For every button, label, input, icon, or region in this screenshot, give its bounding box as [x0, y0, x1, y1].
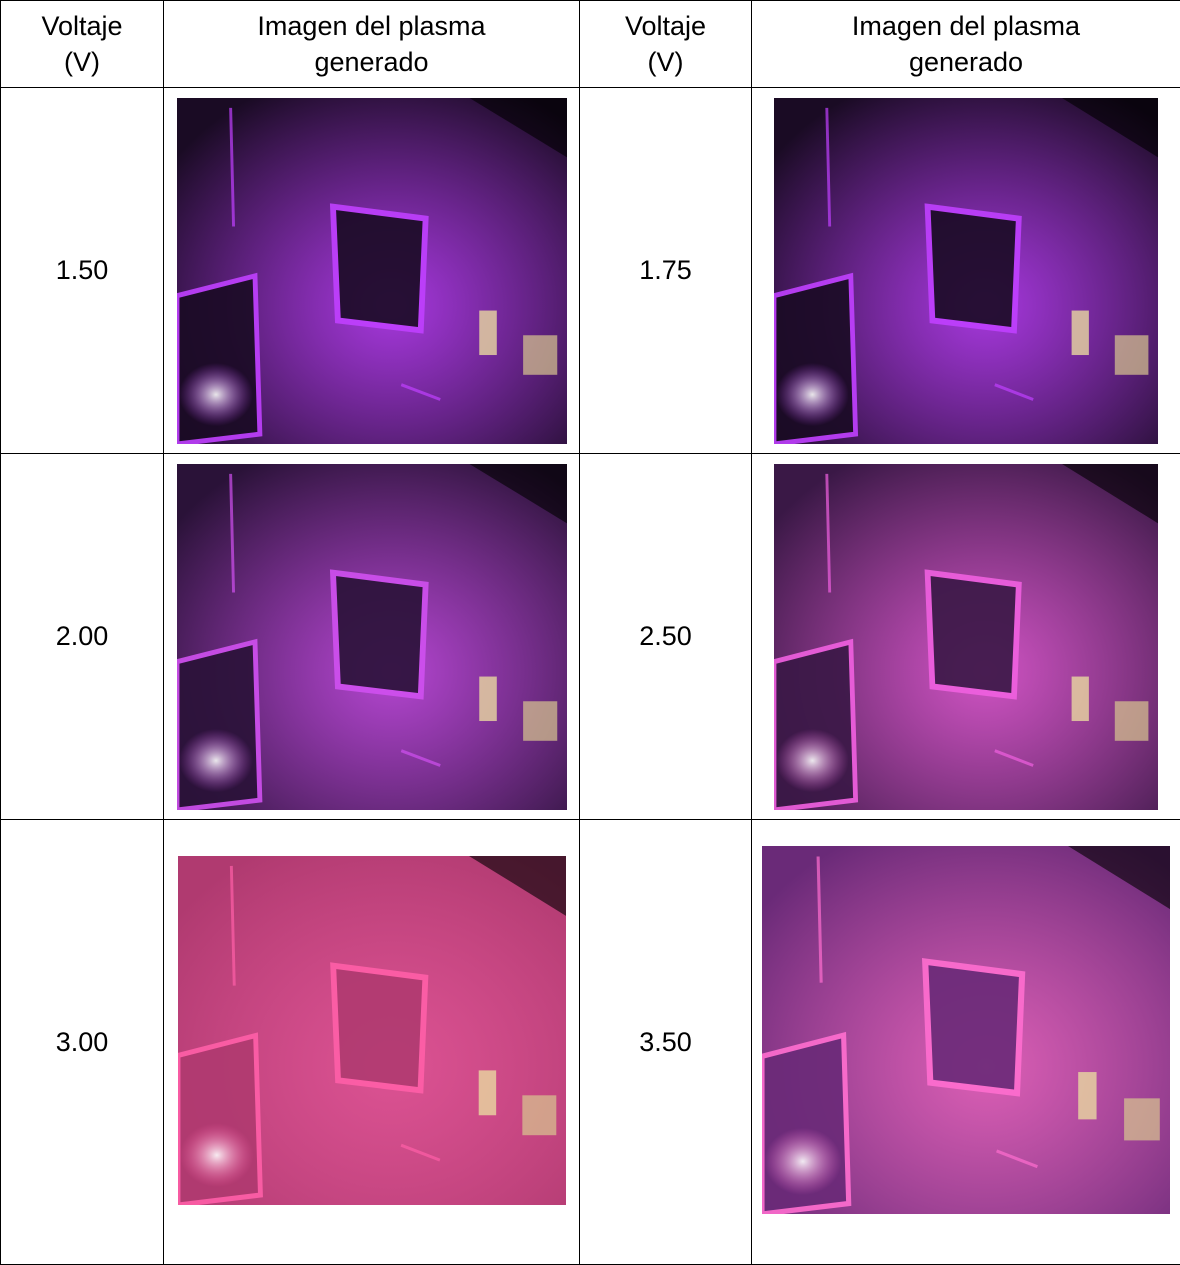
- voltage-header-line1: Voltaje: [1, 8, 163, 44]
- voltage-cell: 1.75: [580, 88, 752, 454]
- image-cell: [164, 820, 580, 1265]
- voltage-cell: 3.00: [1, 820, 164, 1265]
- voltage-cell: 2.50: [580, 454, 752, 820]
- image-header-line2: generado: [752, 44, 1180, 80]
- image-header-line1: Imagen del plasma: [164, 8, 579, 44]
- plasma-photo-1-75: [774, 98, 1158, 444]
- voltage-header-line2: (V): [580, 44, 751, 80]
- image-cell: [164, 454, 580, 820]
- table-row: 2.00 2.50: [1, 454, 1180, 820]
- voltage-header-line1: Voltaje: [580, 8, 751, 44]
- voltage-header-line2: (V): [1, 44, 163, 80]
- image-header-right: Imagen del plasma generado: [752, 1, 1180, 88]
- table-row: 3.00 3.50: [1, 820, 1180, 1265]
- image-header-line1: Imagen del plasma: [752, 8, 1180, 44]
- image-header-line2: generado: [164, 44, 579, 80]
- plasma-photo-2-00: [177, 464, 567, 810]
- voltage-cell: 3.50: [580, 820, 752, 1265]
- image-cell: [752, 820, 1180, 1265]
- image-cell: [164, 88, 580, 454]
- plasma-photo-3-00: [178, 856, 566, 1205]
- table-row: 1.50 1.75: [1, 88, 1180, 454]
- voltage-header-left: Voltaje (V): [1, 1, 164, 88]
- voltage-cell: 2.00: [1, 454, 164, 820]
- plasma-photo-3-50: [762, 846, 1170, 1214]
- plasma-photo-2-50: [774, 464, 1158, 810]
- header-row: Voltaje (V) Imagen del plasma generado V…: [1, 1, 1180, 88]
- voltage-cell: 1.50: [1, 88, 164, 454]
- plasma-photo-1-50: [177, 98, 567, 444]
- image-cell: [752, 454, 1180, 820]
- voltage-header-right: Voltaje (V): [580, 1, 752, 88]
- image-header-left: Imagen del plasma generado: [164, 1, 580, 88]
- image-cell: [752, 88, 1180, 454]
